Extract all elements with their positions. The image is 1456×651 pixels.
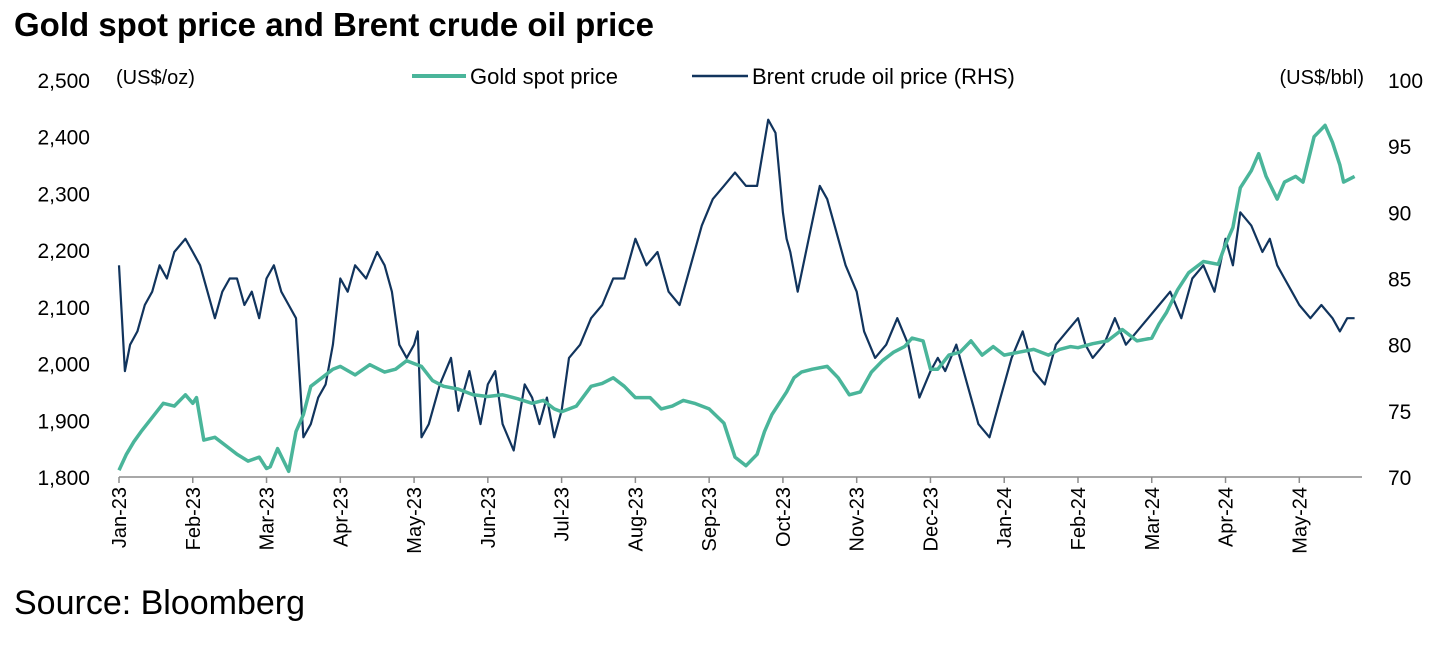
- y-right-tick-label: 90: [1388, 202, 1411, 225]
- right-axis-unit: (US$/bbl): [1280, 67, 1364, 89]
- x-tick-label: May-23: [404, 487, 426, 554]
- x-tick-label: Oct-23: [773, 487, 795, 547]
- x-tick-label: Jan-23: [109, 487, 131, 548]
- legend-brent-label: Brent crude oil price (RHS): [752, 64, 1015, 89]
- y-right-tick-label: 95: [1388, 136, 1411, 159]
- x-tick-label: May-24: [1289, 487, 1311, 554]
- x-tick-label: Dec-23: [920, 487, 942, 551]
- y-left-tick-label: 2,100: [37, 297, 90, 320]
- x-tick-label: Sep-23: [699, 487, 721, 552]
- y-left-tick-label: 2,200: [37, 240, 90, 263]
- chart-title: Gold spot price and Brent crude oil pric…: [14, 6, 654, 43]
- gold-price-line: [117, 123, 1356, 474]
- y-right-tick-label: 80: [1388, 335, 1411, 358]
- x-tick-label: Mar-23: [257, 487, 279, 550]
- x-tick-label: Apr-24: [1216, 487, 1238, 547]
- x-tick-label: Feb-23: [183, 487, 205, 550]
- source-note: Source: Bloomberg: [14, 584, 306, 622]
- chart-series-lines: [117, 118, 1356, 474]
- y-left-tick-label: 2,000: [37, 354, 90, 377]
- x-tick-label: Apr-23: [330, 487, 352, 547]
- x-tick-label: Feb-24: [1068, 487, 1090, 550]
- brent-price-line: [117, 118, 1355, 452]
- y-right-tick-label: 85: [1388, 269, 1411, 292]
- y-left-tick-label: 2,500: [37, 70, 90, 93]
- x-tick-label: Jun-23: [478, 487, 500, 548]
- y-left-tick-label: 1,900: [37, 410, 90, 433]
- y-right-tick-label: 70: [1388, 467, 1411, 490]
- x-tick-label: Jan-24: [994, 487, 1016, 548]
- legend-gold-label: Gold spot price: [470, 64, 618, 89]
- y-right-tick-label: 75: [1388, 401, 1411, 424]
- y-left-tick-label: 2,300: [37, 183, 90, 206]
- x-tick-label: Nov-23: [847, 487, 869, 551]
- chart-axes: 1,800 1,900 2,000 2,100 2,200 2,300 2,400 2,500…: [37, 70, 1423, 554]
- x-tick-label: Aug-23: [625, 487, 647, 552]
- chart-legend: Gold spot price Brent crude oil price (R…: [412, 64, 1015, 89]
- y-left-tick-label: 1,800: [37, 467, 90, 490]
- y-right-tick-label: 100: [1388, 70, 1423, 93]
- left-axis-unit: (US$/oz): [116, 67, 195, 89]
- x-tick-label: Mar-24: [1142, 487, 1164, 550]
- x-tick-label: Jul-23: [552, 487, 574, 541]
- y-left-tick-label: 2,400: [37, 127, 90, 150]
